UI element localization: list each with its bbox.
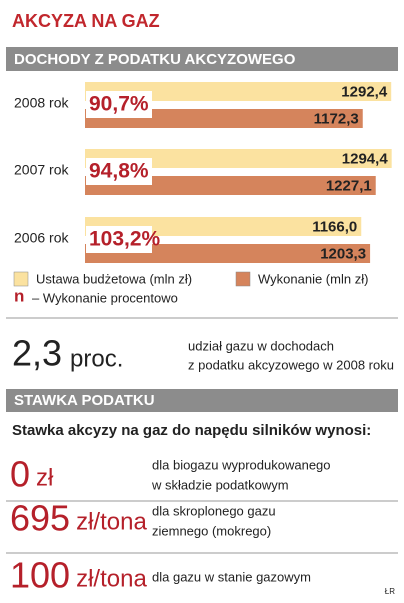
rate-unit: zł [36,464,54,491]
share-text: udział gazu w dochodach [188,338,334,353]
value-label: 1166,0 [312,218,357,235]
rate-amount: 0 [10,454,30,495]
header-band [6,389,398,412]
bar [85,109,363,128]
bar [85,149,392,168]
value-label: 1172,3 [314,110,359,127]
value-label: 1294,4 [342,150,389,167]
rate-amount: 100 [10,555,70,596]
rate-text: ziemnego (mokrego) [152,523,271,538]
legend-label: – Wykonanie procentowo [32,290,178,305]
section-header: STAWKA PODATKU [14,392,155,409]
bar [85,217,362,236]
percent-label: 94,8% [89,160,149,183]
label-backdrop [86,91,152,118]
legend-swatch [13,271,29,287]
bar [85,176,376,195]
share-text: z podatku akcyzowego w 2008 roku [188,357,394,372]
y-tick-label: 2006 rok [14,230,69,246]
rate-unit: zł/tona [76,565,147,592]
value-label: 1203,3 [320,245,366,262]
y-tick-label: 2008 rok [14,95,69,111]
rate-text: dla skroplonego gazu [152,503,276,518]
share-unit: proc. [70,345,123,372]
percent-label: 103,2% [89,228,161,251]
rate-text: dla gazu w stanie gazowym [152,569,311,584]
value-label: 1292,4 [341,83,388,100]
rate-unit: zł/tona [76,508,147,535]
label-backdrop [86,158,152,185]
section-intro: Stawka akcyzy na gaz do napędu silników … [12,422,371,439]
rate-amount: 695 [10,498,70,539]
percent-label: 90,7% [89,93,149,116]
credit: ŁR [385,587,395,596]
legend-label: Wykonanie (mln zł) [258,271,368,286]
rate-text: dla biogazu wyprodukowanego [152,457,331,472]
bar [85,244,371,263]
title: AKCYZA NA GAZ [12,11,160,31]
subtitle: DOCHODY Z PODATKU AKCYZOWEGO [14,51,296,68]
rate-text: w składzie podatkowym [151,477,289,492]
legend-swatch [235,271,251,287]
legend-symbol: n [14,286,24,305]
share-value: 2,3 [12,333,62,374]
header-band [6,47,398,71]
value-label: 1227,1 [326,177,372,194]
legend-label: Ustawa budżetowa (mln zł) [36,271,192,286]
y-tick-label: 2007 rok [14,162,69,178]
label-backdrop [86,226,152,253]
bar [85,82,392,101]
